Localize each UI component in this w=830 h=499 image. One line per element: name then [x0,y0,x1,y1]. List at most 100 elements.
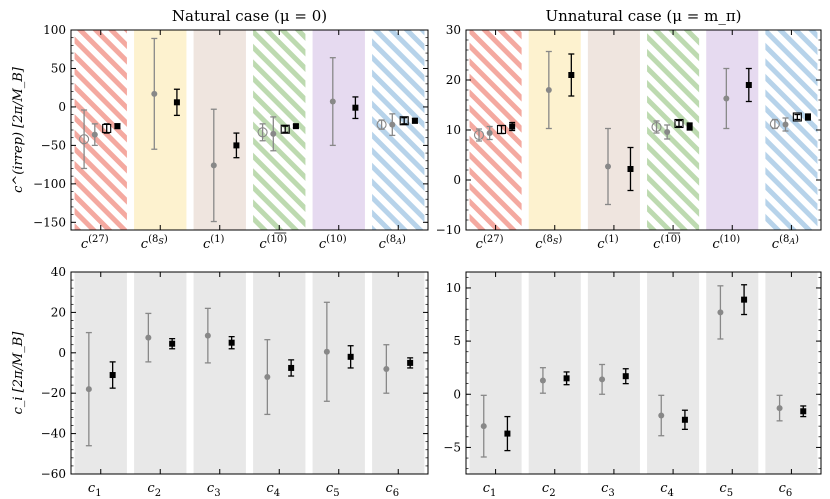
category-label-2: c3 [207,481,221,499]
y-tick-label: −10 [436,223,461,237]
marker-square [504,430,511,437]
marker-square [411,117,418,124]
marker-circle [323,348,330,355]
marker-square [563,375,570,382]
point-lo-4 [717,285,724,340]
category-label-1: c2 [147,481,161,499]
band-1 [528,272,581,474]
point-lo-4 [323,301,330,402]
marker-square [292,123,299,130]
y-tick-label: 0 [453,173,461,187]
point-lo-0 [79,109,90,170]
marker-circle-open [376,119,387,130]
category-label-5: c6 [385,481,399,499]
marker-square [114,123,121,130]
point-lo-dot-4 [329,57,336,147]
y-tick-label: 10 [446,123,461,137]
category-label-2: c(1) [597,234,619,252]
marker-square-open [399,116,409,126]
category-label-4: c(10) [319,234,347,252]
band-2 [587,272,640,474]
point-lo-5 [376,119,387,130]
band-2 [193,272,246,474]
point-lo-5 [769,118,780,130]
y-tick-label: −50 [41,138,66,152]
marker-square [622,373,629,380]
y-tick-label: 50 [51,61,66,75]
point-lo-1 [145,312,152,363]
point-lo-dot-1 [151,37,158,150]
marker-circle [776,405,783,412]
category-label-1: c2 [542,481,556,499]
point-nlo-3 [686,122,693,131]
band-5 [372,30,425,230]
category-label-3: c4 [266,481,280,499]
point-lo-2 [204,307,211,364]
point-nlo-3 [292,123,299,130]
y-tick-label: 0 [58,346,66,360]
point-lo-dot-3 [664,124,671,140]
y-tick-label: 40 [51,265,66,279]
point-nlo-2 [228,335,235,350]
marker-circle [204,332,211,339]
point-nlo-5 [411,117,418,124]
band-4 [312,272,365,474]
point-lo-3 [658,394,665,437]
marker-square [173,99,180,106]
point-nlo-5 [800,405,807,418]
marker-square [681,416,688,423]
marker-square [407,359,414,366]
band-3 [253,272,306,474]
point-lo-0 [480,394,487,458]
marker-circle [664,129,671,135]
category-label-2: c(1) [203,234,225,252]
marker-square [627,166,634,172]
band-5 [765,272,818,474]
marker-square [352,104,359,111]
point-nlo-1 [568,53,575,97]
point-nlo-1 [173,88,180,117]
marker-square-open [496,124,507,135]
marker-square [745,82,752,88]
y-tick-label: 0 [58,100,66,114]
marker-circle [539,377,546,384]
marker-circle [264,374,271,381]
y-tick-label: −5 [443,440,461,454]
marker-square [109,372,116,379]
point-nlo-5 [407,357,414,369]
y-tick-label: 20 [446,73,461,87]
marker-circle-open [79,134,90,145]
point-nlo-0 [109,361,116,389]
band-1 [134,30,187,230]
marker-square [233,142,240,149]
marker-square-open [792,112,802,122]
y-tick-label: −60 [41,467,66,481]
point-lo-3 [264,339,271,416]
point-nlo-open-3 [280,124,290,134]
marker-circle [605,163,611,170]
band-0 [74,30,127,230]
point-lo-dot-2 [605,127,611,206]
y-tick-label: −150 [33,215,66,229]
category-label-0: c(27) [476,234,504,252]
panel-unnatural-irrep: −10 0 10 20 30 c(27) c(8S) c(1) c(10) c(10) c(8A) U… [436,7,822,252]
band-3 [647,272,700,474]
y-tick-label: 10 [446,281,461,295]
point-nlo-3 [288,359,295,377]
marker-circle-open [257,127,268,138]
marker-square [686,123,693,130]
marker-circle-open [473,129,485,141]
band-2 [587,30,640,230]
band-5 [765,30,818,230]
category-label-0: c1 [88,481,102,499]
plot-frame [70,271,429,475]
point-nlo-open-0 [102,123,112,134]
point-lo-3 [651,120,662,134]
marker-circle [91,131,98,138]
category-label-3: c(10) [259,234,287,252]
category-label-5: c(8A) [379,234,406,252]
marker-square [741,296,748,303]
point-nlo-0 [509,121,516,132]
point-lo-dot-0 [486,125,493,141]
